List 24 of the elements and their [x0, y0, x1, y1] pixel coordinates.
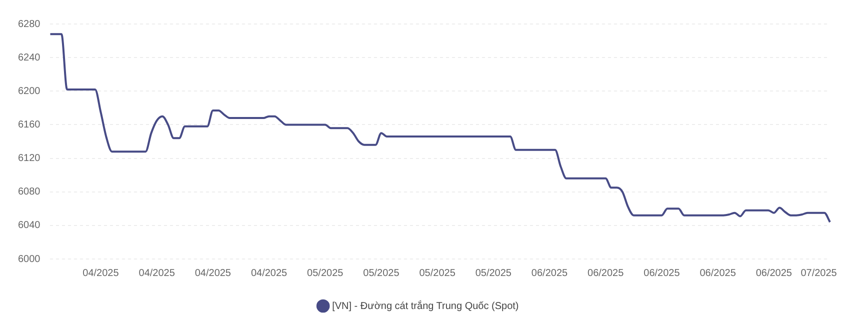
x-tick-label: 06/2025	[531, 268, 568, 279]
x-tick-label: 07/2025	[800, 268, 838, 279]
x-tick-label: 06/2025	[700, 268, 736, 279]
x-tick-label: 05/2025	[363, 268, 400, 279]
x-tick-label: 05/2025	[475, 268, 512, 279]
legend-label: [VN] - Đường cát trắng Trung Quốc (Spot)	[332, 300, 519, 312]
y-tick-label: 6200	[18, 86, 41, 97]
y-tick-label: 6080	[18, 186, 41, 198]
y-tick-label: 6120	[18, 153, 41, 164]
x-tick-label: 04/2025	[82, 268, 120, 279]
x-tick-label: 04/2025	[138, 268, 176, 279]
x-tick-label: 04/2025	[194, 268, 232, 279]
x-tick-label: 06/2025	[588, 268, 624, 279]
x-tick-label: 06/2025	[756, 268, 792, 279]
y-tick-label: 6160	[18, 119, 41, 130]
x-tick-label: 06/2025	[644, 268, 680, 279]
y-tick-label: 6280	[18, 18, 41, 30]
line-series	[49, 33, 831, 224]
x-tick-label: 05/2025	[419, 268, 456, 279]
y-tick-label: 6040	[18, 220, 41, 232]
x-tick-label: 04/2025	[250, 268, 288, 279]
x-tick-label: 05/2025	[307, 268, 344, 279]
y-tick-label: 6000	[18, 254, 41, 265]
y-tick-label: 6240	[18, 52, 41, 64]
